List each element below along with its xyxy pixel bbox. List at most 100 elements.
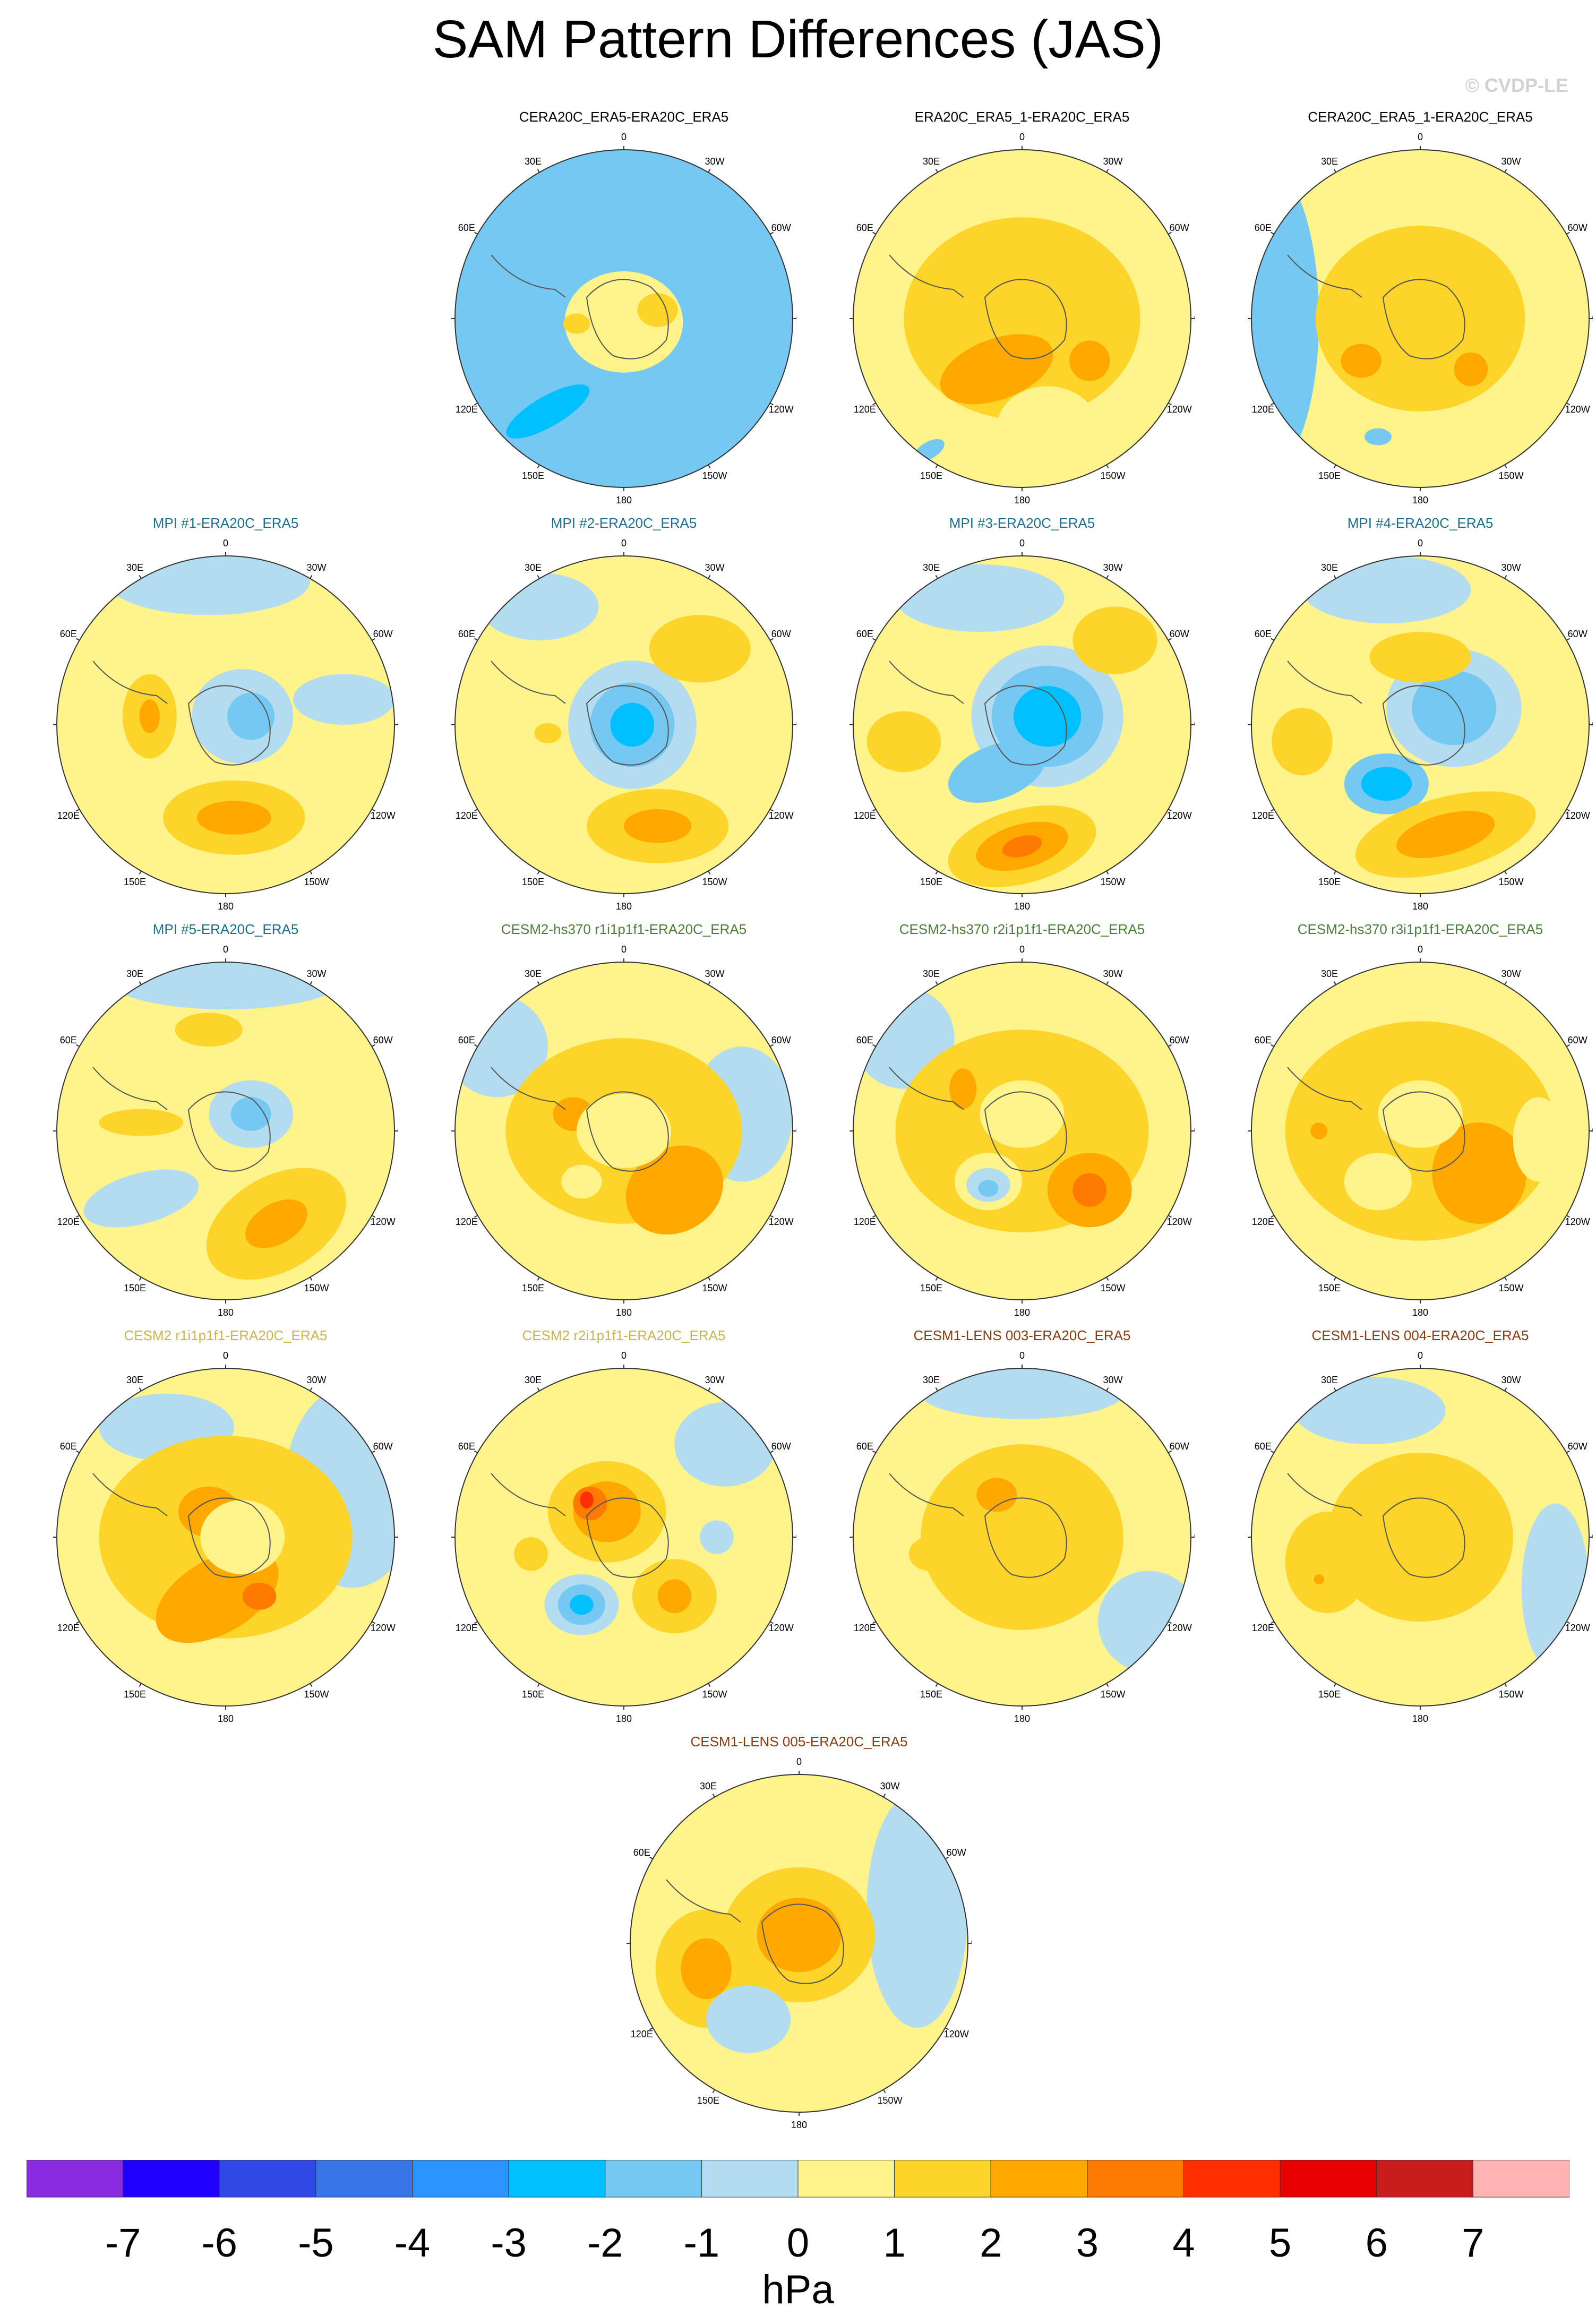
- longitude-label: 120E: [631, 2029, 653, 2039]
- longitude-label: 180: [1014, 1307, 1030, 1318]
- longitude-label: 30E: [1321, 156, 1338, 167]
- polar-map: 030E60E90E120E150E180150W120W90W60W30W: [1248, 1350, 1593, 1724]
- longitude-label: 30E: [1321, 968, 1338, 979]
- longitude-label: 120W: [769, 1623, 794, 1633]
- longitude-label: 150W: [702, 1283, 727, 1293]
- antarctica-outline: [761, 1904, 844, 1984]
- colorbar-label: -5: [298, 2220, 334, 2266]
- longitude-label: 180: [218, 1713, 234, 1724]
- longitude-label: 30W: [705, 1375, 724, 1385]
- contour-region: [921, 1368, 1123, 1419]
- colorbar-swatch: [412, 2160, 509, 2198]
- longitude-label: 60E: [458, 222, 475, 233]
- longitude-label: 150E: [522, 877, 544, 887]
- contour-region: [657, 1579, 692, 1614]
- contour-region: [895, 564, 1065, 632]
- contour-region: [514, 1537, 548, 1571]
- longitude-label: 0: [1418, 132, 1423, 142]
- longitude-label: 0: [223, 944, 228, 955]
- contour-region: [757, 1898, 842, 1973]
- page-title: SAM Pattern Differences (JAS): [432, 10, 1164, 69]
- longitude-label: 180: [218, 901, 234, 912]
- contour-region: [506, 384, 590, 439]
- longitude-label: 180: [1412, 495, 1428, 505]
- longitude-label: 90W: [795, 313, 796, 324]
- antarctica-outline: [586, 1497, 669, 1578]
- panel-title: MPI #3-ERA20C_ERA5: [949, 515, 1095, 531]
- colorbar-swatch: [701, 2160, 799, 2198]
- south-america-outline: [1287, 661, 1362, 704]
- longitude-label: 0: [621, 538, 627, 548]
- south-america-outline: [666, 1879, 741, 1923]
- longitude-label: 60E: [458, 1035, 475, 1045]
- longitude-label: 30E: [126, 1375, 143, 1385]
- panel-title: CESM1-LENS 003-ERA20C_ERA5: [913, 1327, 1131, 1343]
- longitude-label: 90W: [795, 1532, 796, 1542]
- contour-region: [1432, 1122, 1527, 1224]
- contour-region: [700, 1520, 734, 1554]
- antarctica-outline: [1382, 1091, 1465, 1172]
- contour-region: [107, 556, 311, 615]
- longitude-label: 30E: [126, 562, 143, 573]
- colorbar-label: 2: [980, 2220, 1002, 2266]
- watermark: © CVDP-LE: [1465, 74, 1568, 96]
- longitude-label: 30W: [1103, 968, 1122, 979]
- longitude-label: 60W: [1170, 222, 1189, 233]
- longitude-label: 120E: [57, 1216, 80, 1227]
- south-america-outline: [92, 661, 168, 704]
- longitude-label: 60E: [856, 629, 873, 639]
- map-panel: MPI #5-ERA20C_ERA5030E60E90E120E150E1801…: [27, 921, 425, 1325]
- longitude-label: 120E: [456, 404, 478, 415]
- longitude-label: 30W: [1501, 156, 1521, 167]
- longitude-label: 120E: [456, 1216, 478, 1227]
- longitude-label: 0: [1019, 1350, 1025, 1361]
- longitude-label: 60E: [60, 1441, 77, 1452]
- colorbar-swatch: [990, 2160, 1088, 2198]
- longitude-label: 150E: [124, 877, 146, 887]
- longitude-label: 120E: [854, 404, 876, 415]
- longitude-label: 30W: [705, 562, 724, 573]
- south-america-outline: [889, 254, 964, 298]
- contour-region: [1369, 632, 1471, 683]
- longitude-label: 60W: [1568, 629, 1588, 639]
- longitude-label: 120E: [1252, 1623, 1274, 1633]
- longitude-label: 150W: [702, 1689, 727, 1700]
- antarctica-outline: [586, 1091, 669, 1172]
- contour-region: [534, 723, 562, 743]
- longitude-label: 30W: [1501, 1375, 1521, 1385]
- longitude-label: 30W: [1103, 156, 1122, 167]
- polar-map: 030E60E90E120E150E180150W120W90W60W30W: [451, 538, 796, 912]
- south-america-outline: [889, 1067, 964, 1110]
- longitude-label: 90W: [397, 1532, 398, 1542]
- longitude-label: 120W: [1565, 1623, 1590, 1633]
- longitude-label: 30W: [880, 1781, 899, 1791]
- south-america-outline: [491, 254, 566, 298]
- contour-region: [1251, 166, 1319, 471]
- colorbar-swatch: [315, 2160, 413, 2198]
- contour-region: [1396, 811, 1495, 859]
- longitude-label: 60E: [1255, 1035, 1272, 1045]
- map-panel: CESM2-hs370 r3i1p1f1-ERA20C_ERA5 0 30E 60E 9…: [1221, 921, 1596, 1325]
- antarctica-outline: [187, 685, 271, 766]
- contour-region: [1314, 1574, 1324, 1585]
- antarctica-outline: [187, 1497, 271, 1578]
- panel-title: CERA20C_ERA5_1-ERA20C_ERA5: [1308, 109, 1533, 125]
- longitude-label: 30W: [1501, 968, 1521, 979]
- contour-region: [980, 1080, 1065, 1148]
- longitude-label: 0: [1019, 538, 1025, 548]
- contour-region: [576, 1094, 672, 1168]
- polar-map: 030E60E90E120E150E180150W120W90W60W30W: [850, 538, 1195, 912]
- colorbar-label: -7: [105, 2220, 141, 2266]
- longitude-label: 180: [791, 2120, 807, 2130]
- longitude-label: 30W: [306, 562, 326, 573]
- longitude-label: 90W: [795, 719, 796, 730]
- longitude-label: 150E: [920, 877, 942, 887]
- colorbar-label: 7: [1462, 2220, 1485, 2266]
- longitude-label: 30E: [923, 1375, 940, 1385]
- colorbar-swatch: [1376, 2160, 1473, 2198]
- contour-region: [580, 1491, 594, 1508]
- longitude-label: 30E: [923, 968, 940, 979]
- longitude-label: 180: [1412, 901, 1428, 912]
- longitude-label: 120E: [456, 810, 478, 821]
- contour-region: [1521, 1503, 1589, 1673]
